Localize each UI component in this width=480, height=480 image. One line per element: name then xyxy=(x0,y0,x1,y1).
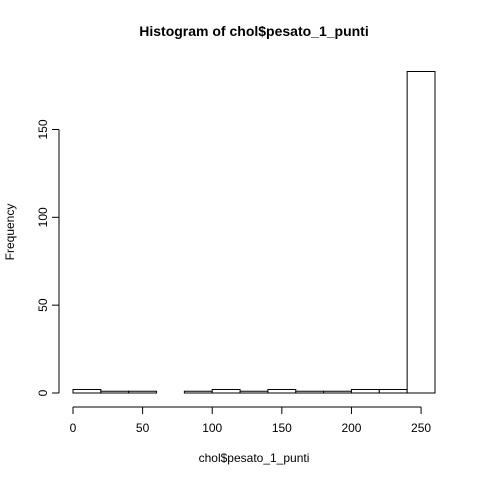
histogram-bar-1 xyxy=(100,390,130,394)
histogram-bar-4 xyxy=(183,390,213,394)
y-tick-label: 100 xyxy=(36,207,50,227)
x-tick-label: 250 xyxy=(411,421,431,435)
y-tick-label: 0 xyxy=(36,389,50,396)
histogram-bar-8 xyxy=(295,390,325,394)
histogram-bar-12 xyxy=(406,71,436,394)
y-tick-label: 50 xyxy=(36,298,50,312)
y-axis-label: Frequency xyxy=(3,204,17,261)
histogram-bar-7 xyxy=(267,388,297,394)
y-axis: 0 50 100 150 xyxy=(36,119,60,396)
histogram-bar-5 xyxy=(211,388,241,394)
x-tick-label: 150 xyxy=(272,421,292,435)
x-axis: 0 50 100 150 200 250 xyxy=(70,406,431,435)
x-tick-label: 50 xyxy=(136,421,150,435)
histogram-bar-11 xyxy=(378,388,408,394)
histogram-bar-2 xyxy=(128,390,158,394)
x-tick-label: 200 xyxy=(341,421,361,435)
histogram-bar-0 xyxy=(72,388,102,394)
y-tick-label: 150 xyxy=(36,119,50,139)
chart-title: Histogram of chol$pesato_1_punti xyxy=(139,23,368,39)
histogram-bar-6 xyxy=(239,390,269,394)
x-tick-label: 100 xyxy=(202,421,222,435)
x-tick-label: 0 xyxy=(70,421,77,435)
x-axis-label: chol$pesato_1_punti xyxy=(199,451,310,465)
histogram-bar-10 xyxy=(350,388,380,394)
histogram-bar-9 xyxy=(323,390,352,394)
bars xyxy=(72,71,436,394)
